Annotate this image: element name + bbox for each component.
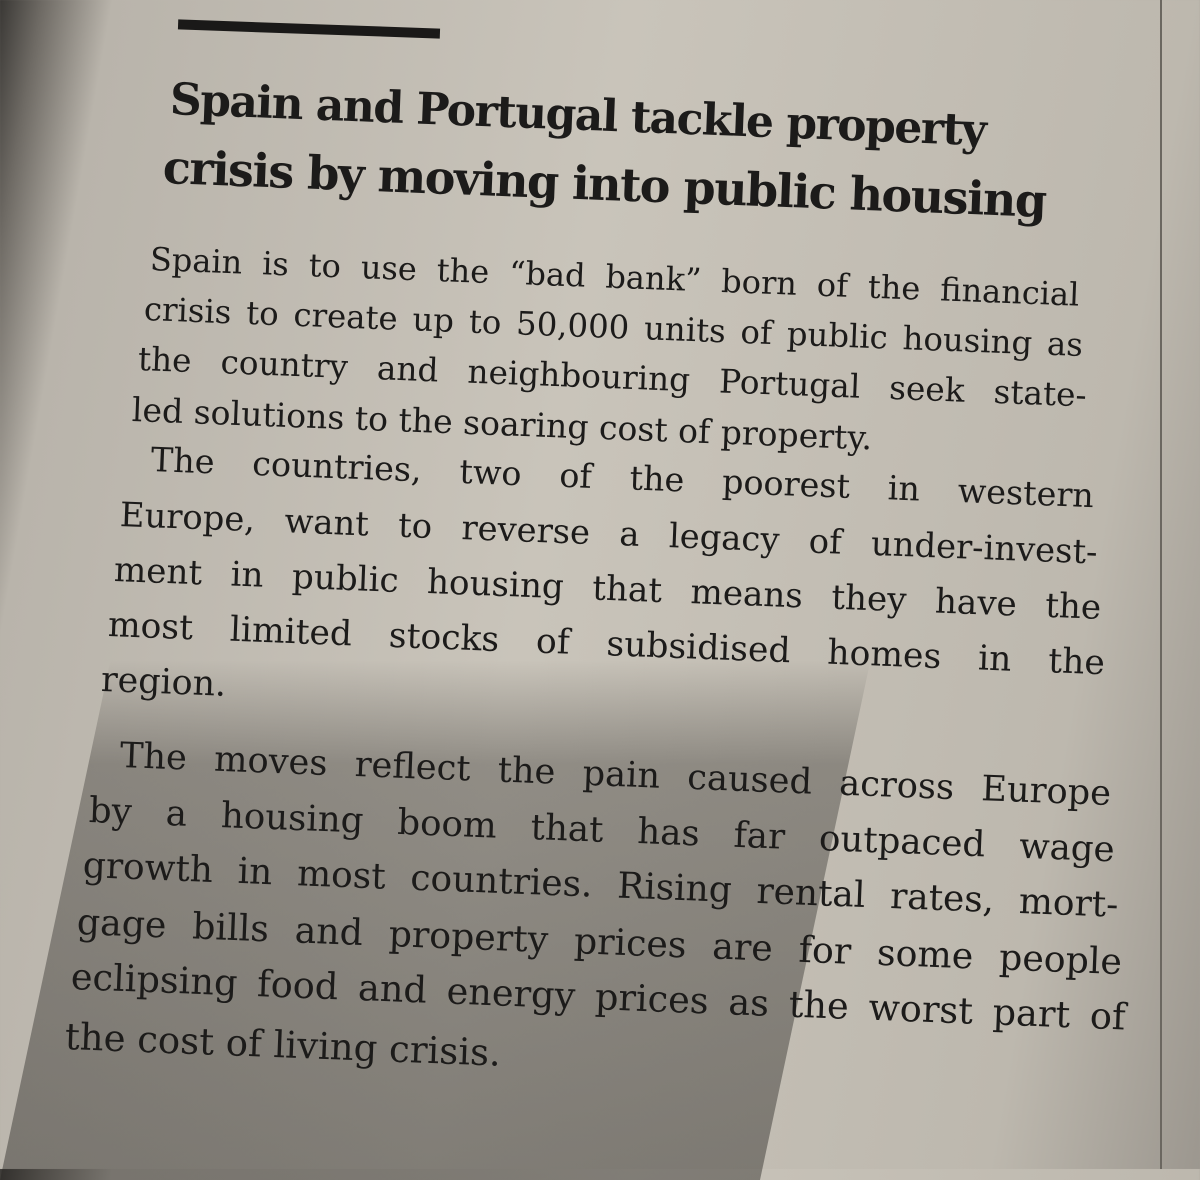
body-line: region. xyxy=(100,660,228,705)
column-rule xyxy=(1160,0,1162,1169)
top-rule xyxy=(177,19,441,39)
